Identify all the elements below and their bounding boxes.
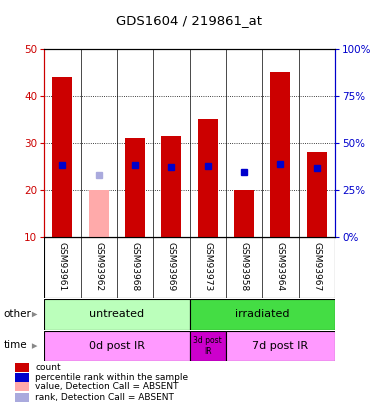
Bar (89, 190, 109, 237)
Text: count: count (35, 363, 61, 372)
Text: 7d post IR: 7d post IR (253, 341, 308, 351)
Text: 0d post IR: 0d post IR (89, 341, 145, 351)
Text: GSM93964: GSM93964 (276, 242, 285, 291)
Bar (307, 152, 327, 237)
Bar (125, 138, 145, 237)
Bar (44, 331, 190, 361)
Bar (15, 373, 29, 382)
Text: GSM93969: GSM93969 (167, 242, 176, 291)
Text: GSM93968: GSM93968 (131, 242, 140, 291)
Bar (190, 331, 226, 361)
Bar (161, 136, 181, 237)
Text: untreated: untreated (89, 309, 144, 320)
Text: GSM93962: GSM93962 (94, 242, 103, 291)
Bar (52, 77, 72, 237)
Bar (15, 382, 29, 391)
Bar (270, 72, 290, 237)
Bar (15, 363, 29, 372)
Text: GSM93961: GSM93961 (58, 242, 67, 291)
Bar (234, 190, 254, 237)
Bar (44, 237, 335, 298)
Text: GDS1604 / 219861_at: GDS1604 / 219861_at (116, 14, 262, 27)
Text: GSM93958: GSM93958 (239, 242, 249, 291)
Text: time: time (3, 341, 27, 350)
Bar (44, 299, 190, 330)
Bar (15, 393, 29, 402)
Text: GSM93967: GSM93967 (312, 242, 321, 291)
Text: irradiated: irradiated (235, 309, 290, 320)
Text: rank, Detection Call = ABSENT: rank, Detection Call = ABSENT (35, 393, 174, 402)
Bar (226, 331, 335, 361)
Text: value, Detection Call = ABSENT: value, Detection Call = ABSENT (35, 382, 179, 391)
Text: GSM93973: GSM93973 (203, 242, 212, 291)
Text: percentile rank within the sample: percentile rank within the sample (35, 373, 188, 382)
Text: 3d post
IR: 3d post IR (193, 337, 222, 356)
Text: other: other (3, 309, 31, 319)
Bar (198, 119, 218, 237)
Bar (190, 299, 335, 330)
